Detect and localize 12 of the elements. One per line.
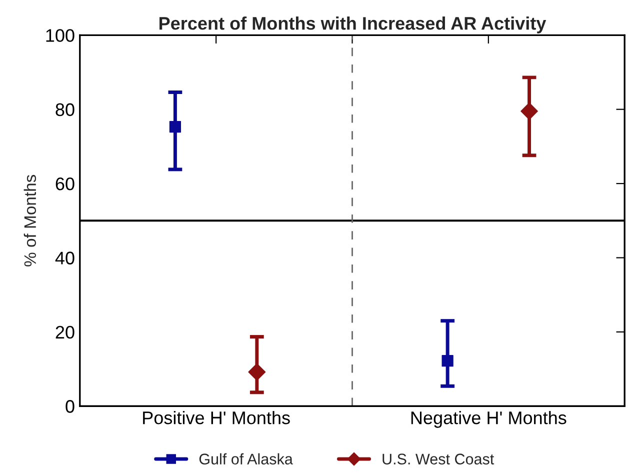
chart-title: Percent of Months with Increased AR Activity xyxy=(160,16,546,34)
y-tick-label: 40 xyxy=(55,252,74,264)
y-tick-label: 60 xyxy=(56,177,74,190)
legend-label: U.S. West Coast xyxy=(382,454,494,464)
y-tick-label: 0 xyxy=(66,400,74,413)
y-tick-label: 80 xyxy=(56,103,74,116)
y-axis-title: % of Months xyxy=(24,174,36,266)
x-tick-label: Negative H' Months xyxy=(411,410,566,428)
y-tick-label: 20 xyxy=(56,326,74,339)
legend-label: Gulf of Alaska xyxy=(199,453,293,464)
y-tick-label: 100 xyxy=(46,29,74,42)
x-tick-label: Positive H' Months xyxy=(143,410,290,424)
